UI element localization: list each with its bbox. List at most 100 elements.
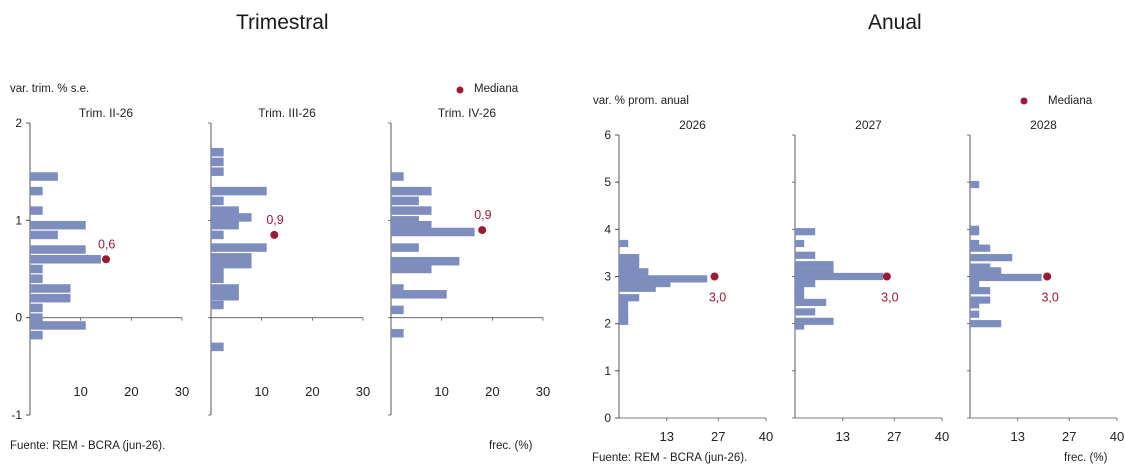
y-tick-label: -1 <box>11 408 22 422</box>
histogram-bar <box>970 239 980 248</box>
histogram-bar <box>211 157 224 167</box>
histogram-bar <box>970 263 991 271</box>
histogram-bar <box>211 243 267 252</box>
histogram-bar <box>391 243 419 252</box>
histogram-bar <box>619 258 640 266</box>
histogram-bar <box>970 301 980 309</box>
median-marker <box>270 230 279 239</box>
histogram-bar <box>30 264 43 274</box>
y-tick-label: 2 <box>604 317 611 331</box>
right-legend-label: Mediana <box>1048 95 1093 107</box>
histogram-bar <box>211 284 239 293</box>
y-tick-label: 0 <box>15 311 22 325</box>
histogram-bar <box>391 290 447 299</box>
x-tick-label: 10 <box>254 384 268 399</box>
x-tick-label: 13 <box>660 429 674 444</box>
histogram-bar <box>619 305 629 314</box>
histogram-bar <box>211 230 224 240</box>
y-tick-label: 2 <box>15 116 22 130</box>
subplot-title: Trim. II-26 <box>79 106 134 120</box>
histogram-bar <box>795 272 884 281</box>
histogram-bar <box>970 180 980 189</box>
left-source-note: Fuente: REM - BCRA (jun-26). <box>10 440 166 452</box>
subplot-title: 2027 <box>855 118 882 132</box>
histogram-bar <box>30 230 58 240</box>
histogram-bar <box>619 312 629 321</box>
histogram-bar <box>795 228 816 236</box>
histogram-bar <box>30 284 71 293</box>
histogram-bar <box>970 228 980 236</box>
histogram-bar <box>211 253 252 262</box>
histogram-bar <box>30 303 43 313</box>
annual-title: Anual <box>868 11 922 34</box>
histogram-bar <box>619 239 629 248</box>
histogram-bar <box>211 342 224 352</box>
x-tick-label: 20 <box>305 384 319 399</box>
histogram-bar <box>211 292 239 301</box>
legend-median-marker <box>1020 97 1028 105</box>
median-marker <box>710 272 719 281</box>
histogram-bar <box>970 267 1002 275</box>
x-tick-label: 10 <box>73 384 87 399</box>
histogram-bar <box>795 317 834 325</box>
histogram-bar <box>391 196 419 206</box>
subplot-title: 2028 <box>1030 118 1057 132</box>
x-tick-label: 27 <box>887 429 901 444</box>
histogram-bar <box>30 274 43 283</box>
histogram-bar <box>970 273 1042 282</box>
subplot-title: Trim. III-26 <box>258 106 316 120</box>
histogram-bar <box>391 264 432 274</box>
histogram-bar <box>211 147 224 157</box>
histogram-bar <box>619 284 656 292</box>
histogram-bar <box>211 196 224 206</box>
subplot-title: Trim. IV-26 <box>438 106 497 120</box>
x-tick-label: 10 <box>434 384 448 399</box>
histogram-bar <box>30 206 43 215</box>
histogram-bar <box>795 251 816 259</box>
histogram-bar <box>970 244 991 252</box>
histogram-bar <box>970 279 980 288</box>
left-x-axis-title: frec. (%) <box>489 440 533 452</box>
histogram-bar <box>619 275 708 283</box>
x-tick-label: 30 <box>175 384 189 399</box>
y-tick-label: 5 <box>604 175 611 189</box>
histogram-bar <box>619 270 640 278</box>
histogram-bar <box>795 298 827 307</box>
histogram-bar <box>211 206 239 215</box>
right-x-axis-title: frec. (%) <box>1064 452 1108 464</box>
histogram-bar <box>391 186 432 196</box>
histogram-bar <box>970 320 1002 328</box>
x-tick-label: 27 <box>711 429 725 444</box>
histogram-bar <box>795 308 816 316</box>
histogram-bar <box>30 330 43 340</box>
histogram-bar <box>30 313 43 322</box>
x-tick-label: 30 <box>536 384 550 399</box>
histogram-bar <box>619 317 629 325</box>
histogram-bar <box>795 239 805 248</box>
y-tick-label: 1 <box>15 213 22 227</box>
right-y-axis-title: var. % prom. anual <box>593 95 689 107</box>
histogram-bar <box>619 279 671 288</box>
x-tick-label: 20 <box>485 384 499 399</box>
median-marker <box>478 226 487 235</box>
left-legend-label: Mediana <box>474 83 519 95</box>
median-marker <box>1043 272 1052 281</box>
x-tick-label: 30 <box>356 384 370 399</box>
y-tick-label: 4 <box>604 222 611 236</box>
histogram-bar <box>391 206 432 215</box>
histogram-bar <box>795 268 834 276</box>
histogram-bar <box>795 261 834 269</box>
median-label: 3,0 <box>709 291 726 305</box>
right-source-note: Fuente: REM - BCRA (jun-26). <box>592 452 748 464</box>
x-tick-label: 13 <box>1011 429 1025 444</box>
y-tick-label: 6 <box>604 128 611 142</box>
quarterly-title: Trimestral <box>236 11 329 34</box>
histogram-bar <box>970 287 991 295</box>
left-y-axis-title: var. trim. % s.e. <box>10 83 90 95</box>
histogram-bar <box>391 256 460 266</box>
x-tick-label: 40 <box>935 429 949 444</box>
histogram-bar <box>619 254 640 262</box>
histogram-bar <box>970 254 1013 262</box>
y-tick-label: 3 <box>604 270 611 284</box>
histogram-bar <box>391 284 404 293</box>
